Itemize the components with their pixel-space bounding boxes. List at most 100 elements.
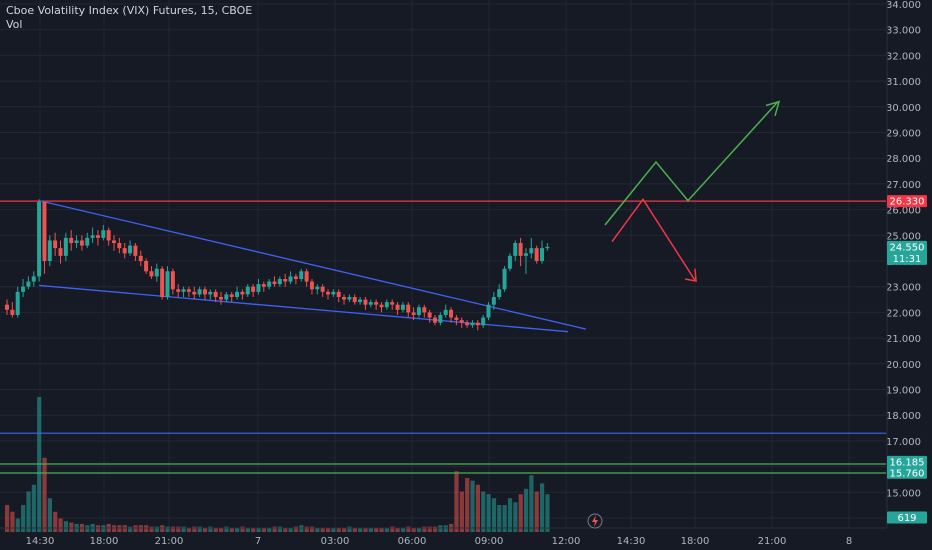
volume-bar xyxy=(47,498,52,532)
candle-body xyxy=(379,304,384,308)
candle-body xyxy=(534,248,539,261)
wedge-lower-line xyxy=(39,284,569,333)
price-label-box xyxy=(887,240,927,265)
candle-body xyxy=(251,286,256,292)
candle-body xyxy=(422,307,427,313)
y-tick-label: 26.000 xyxy=(886,206,921,217)
volume-bar xyxy=(267,527,272,532)
volume-bar xyxy=(53,511,58,532)
candle-body xyxy=(235,291,240,297)
candle-body xyxy=(545,246,550,249)
y-tick-label: 23.000 xyxy=(886,283,921,294)
candle-body xyxy=(224,294,229,300)
candle-body xyxy=(309,281,314,290)
volume-bar xyxy=(363,527,368,532)
candle-body xyxy=(213,291,218,297)
volume-bar xyxy=(384,527,390,532)
volume-bar xyxy=(272,526,277,532)
x-tick-label: 03:00 xyxy=(321,536,350,547)
y-tick-label: 33.000 xyxy=(886,26,921,37)
candle-body xyxy=(358,299,363,303)
candle-body xyxy=(384,302,389,308)
volume-bar xyxy=(352,527,357,532)
volume-bar xyxy=(400,527,406,532)
bullish-projection-line xyxy=(604,101,779,226)
chart-legend: Cboe Volatility Index (VIX) Futures, 15,… xyxy=(6,4,252,32)
candle-body xyxy=(523,253,528,256)
candle-body xyxy=(513,243,518,256)
volume-bar xyxy=(165,526,170,532)
candle-body xyxy=(283,278,288,282)
volume-bar xyxy=(85,525,90,532)
volume-bar xyxy=(261,527,266,532)
candle-body xyxy=(443,309,448,315)
candle-body xyxy=(144,261,149,272)
candle-body xyxy=(459,320,464,323)
volume-bar xyxy=(240,526,245,532)
candle-body xyxy=(47,240,52,261)
candle-body xyxy=(331,291,336,295)
candle-body xyxy=(395,304,400,310)
wedge-upper-line xyxy=(38,199,587,330)
volume-bar xyxy=(368,527,373,532)
candle-body xyxy=(272,281,277,285)
volume-bar xyxy=(138,525,143,532)
candle-body xyxy=(202,289,207,295)
y-tick-label: 22.000 xyxy=(886,308,921,319)
volume-bar xyxy=(224,526,229,532)
volume-label[interactable]: Vol xyxy=(6,18,23,31)
candle-body xyxy=(347,296,352,300)
volume-bar xyxy=(15,518,20,532)
volume-bar xyxy=(513,502,518,532)
candle-body xyxy=(122,248,127,254)
candle-body xyxy=(465,322,470,326)
price-label-text: 619 xyxy=(897,513,916,524)
volume-bar xyxy=(358,527,363,532)
candle-body xyxy=(133,245,138,256)
y-tick-label: 18.000 xyxy=(886,411,921,422)
y-tick-label: 30.000 xyxy=(886,103,921,114)
volume-bar xyxy=(475,484,480,532)
candle-body xyxy=(101,230,106,238)
candle-body xyxy=(197,289,202,295)
candle-body xyxy=(261,284,266,287)
y-tick-label: 15.000 xyxy=(886,488,921,499)
candle-body xyxy=(240,291,245,295)
volume-bar xyxy=(427,526,432,532)
candle-body xyxy=(390,302,395,305)
candle-body xyxy=(326,291,330,295)
volume-bar xyxy=(235,527,240,532)
candle-body xyxy=(433,317,437,323)
volume-bar xyxy=(411,527,416,532)
volume-bar xyxy=(176,526,181,532)
candle-body xyxy=(449,309,454,318)
y-tick-label: 25.000 xyxy=(886,231,921,242)
volume-bar xyxy=(69,522,74,532)
volume-bar xyxy=(186,527,192,532)
volume-bar xyxy=(26,491,31,532)
volume-bar xyxy=(293,526,299,532)
volume-bar xyxy=(277,526,283,532)
horizontal-levels xyxy=(0,200,886,474)
y-tick-label: 28.000 xyxy=(886,154,921,165)
volume-bar xyxy=(197,526,202,532)
volume-bar xyxy=(379,527,384,532)
volume-bar xyxy=(529,475,534,532)
volume-bar xyxy=(497,505,502,532)
candle-body xyxy=(117,243,122,249)
volume-bar xyxy=(10,511,15,532)
volume-bar xyxy=(299,525,304,532)
price-label-text: 24.550 xyxy=(890,242,925,253)
candle-body xyxy=(336,291,341,297)
volume-bar xyxy=(245,527,250,532)
volume-bar xyxy=(288,527,293,532)
symbol-title[interactable]: Cboe Volatility Index (VIX) Futures, 15,… xyxy=(6,4,253,17)
y-tick-label: 32.000 xyxy=(886,51,921,62)
x-tick-label: 18:00 xyxy=(90,536,119,547)
candle-body xyxy=(438,314,443,323)
volume-bar xyxy=(144,525,149,532)
price-label-text: 26.330 xyxy=(890,197,925,208)
